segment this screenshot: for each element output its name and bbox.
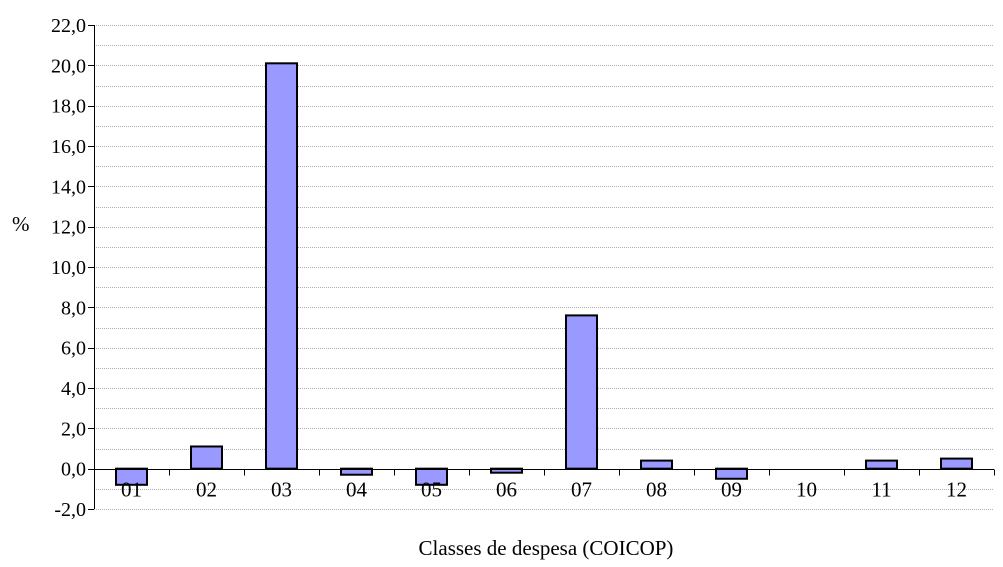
y-tick-label: 6,0 (61, 338, 86, 360)
x-category-label: 01 (121, 478, 142, 502)
y-tick-labels: -2,0 0,0 2,0 4,0 6,0 8,0 10,0 12,0 14,0 16,0 18,0 2… (51, 15, 94, 521)
bar-08 (640, 459, 673, 470)
bar-11 (865, 459, 898, 470)
x-category-label: 04 (346, 478, 368, 502)
x-category-label: 03 (271, 478, 292, 502)
y-tick-label: 12,0 (51, 217, 86, 239)
x-category-label: 02 (196, 478, 217, 502)
bars (115, 62, 973, 486)
x-category-label: 12 (946, 478, 967, 502)
x-category-label: 10 (796, 478, 817, 502)
x-axis-label: Classes de despesa (COICOP) (419, 536, 674, 560)
bar-09 (715, 467, 748, 480)
y-tick-label: 22,0 (51, 15, 86, 37)
x-category-label: 08 (646, 478, 667, 502)
bar-03 (265, 62, 298, 470)
y-tick-label: 20,0 (51, 55, 86, 77)
y-tick-label: 10,0 (51, 257, 86, 279)
bar-06 (490, 467, 523, 474)
y-tick-label: 8,0 (61, 297, 86, 319)
y-tick-label: 4,0 (61, 378, 86, 400)
bar-07 (565, 314, 598, 470)
x-category-label: 05 (421, 478, 442, 502)
bar-01 (115, 467, 148, 486)
bar-05 (415, 467, 448, 486)
y-axis-label: % (12, 212, 30, 236)
x-category-label: 09 (721, 478, 742, 502)
y-tick-label: 16,0 (51, 136, 86, 158)
y-tick-label: 14,0 (51, 176, 86, 198)
y-tick-label: -2,0 (54, 499, 86, 521)
x-category-label: 06 (496, 478, 517, 502)
bar-04 (340, 467, 373, 476)
x-category-labels: 01 02 03 04 05 06 07 08 09 10 11 12 (94, 469, 995, 502)
bar-02 (190, 445, 223, 470)
y-tick-label: 0,0 (61, 459, 86, 481)
y-tick-label: 18,0 (51, 96, 86, 118)
x-category-label: 07 (571, 478, 592, 502)
y-tick-label: 2,0 (61, 418, 86, 440)
grid-lines (94, 25, 994, 510)
x-category-label: 11 (871, 478, 891, 502)
bar-12 (940, 457, 973, 470)
